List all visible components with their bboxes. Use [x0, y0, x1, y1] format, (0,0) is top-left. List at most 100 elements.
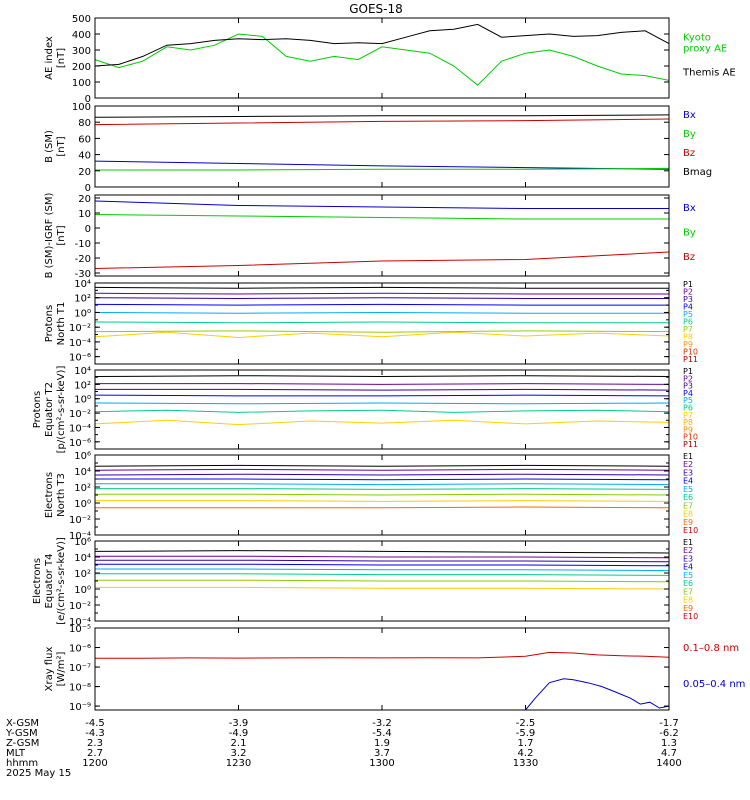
x-tick-value: 2.1 — [231, 738, 247, 749]
y-axis-label: Equator T2 — [44, 382, 55, 437]
series-line-6-7 — [95, 493, 670, 496]
x-tick-value: -3.9 — [229, 718, 249, 729]
y-tick-label: 10⁻⁶ — [69, 644, 91, 655]
x-tick-value: -5.9 — [516, 728, 536, 739]
x-tick-value: 2.7 — [87, 748, 103, 759]
legend-label: E2 — [683, 546, 693, 555]
y-tick-label: 300 — [72, 46, 91, 57]
legend-label: P9 — [683, 425, 693, 434]
y-tick-label: 10⁻⁷ — [69, 663, 91, 674]
series-line-4-5 — [94, 311, 669, 314]
y-tick-label: 10⁴ — [74, 366, 91, 377]
y-axis-label: AE index — [44, 36, 55, 80]
series-line-2-4 — [94, 114, 670, 118]
y-tick-label: 10⁻⁶ — [69, 438, 91, 449]
legend-label: P11 — [683, 355, 698, 364]
y-axis-label: [e/(cm²-s-sr-keV)] — [56, 537, 67, 625]
legend-label: Kyoto — [683, 33, 711, 44]
y-tick-label: 10⁻² — [69, 409, 91, 420]
y-tick-label: 80 — [78, 118, 91, 129]
y-axis-label: B (SM)-IGRF (SM) — [44, 193, 55, 279]
series-line-6-6 — [95, 488, 670, 490]
y-tick-label: 20 — [78, 194, 91, 205]
legend-label: Bz — [683, 252, 695, 263]
panel-frame — [94, 627, 670, 711]
y-tick-label: 10⁴ — [74, 553, 91, 564]
legend-label: E7 — [683, 587, 693, 596]
series-line-7-5 — [95, 568, 670, 572]
y-axis-label: North T1 — [56, 302, 67, 346]
legend-label: P4 — [683, 303, 693, 312]
y-tick-label: 20 — [78, 167, 91, 178]
x-tick-value: 1230 — [226, 758, 251, 769]
y-tick-label: -30 — [75, 269, 91, 280]
series-line-3-1 — [94, 200, 669, 209]
legend-label: E4 — [683, 563, 693, 572]
series-line-6-8 — [95, 500, 670, 502]
legend-label: E2 — [683, 460, 693, 469]
x-row-label: MLT — [6, 748, 26, 759]
legend-label: P8 — [683, 418, 693, 427]
legend-label: By — [683, 228, 696, 239]
panel-3: -30 -20 -10 0 10 20 B (SM)-IGRF (SM) [nT] Bx By Bz — [44, 193, 696, 280]
series-line-6-9 — [95, 506, 670, 509]
series-line-7-1 — [94, 550, 670, 554]
x-row-label: X-GSM — [6, 718, 39, 729]
legend-label: E8 — [683, 510, 693, 519]
series-line-5-5 — [94, 402, 670, 405]
x-tick-value: -4.9 — [229, 728, 249, 739]
legend-label: P7 — [683, 411, 693, 420]
x-tick-value: 4.2 — [518, 748, 534, 759]
legend-label: P6 — [683, 318, 693, 327]
y-tick-label: 10⁻⁸ — [69, 683, 91, 694]
y-tick-label: 10⁻⁵ — [69, 624, 91, 635]
y-axis-label: [nT] — [56, 136, 67, 156]
x-tick-value: -3.2 — [372, 718, 392, 729]
y-tick-label: 10² — [74, 294, 91, 305]
legend-label: 0.05–0.4 nm — [683, 679, 745, 690]
x-tick-value: 1300 — [369, 758, 394, 769]
x-row-label: hhmm — [6, 758, 38, 769]
x-tick-value: 1200 — [82, 758, 107, 769]
y-tick-label: -10 — [75, 239, 91, 250]
legend-label: P11 — [683, 440, 698, 449]
legend-label: E3 — [683, 554, 693, 563]
panel-4: 10⁻⁶ 10⁻⁴ 10⁻² 10⁰ 10² 10⁴ Protons North T1 P1P2… — [44, 279, 698, 365]
figure-title: GOES-18 — [349, 2, 403, 16]
y-tick-label: 100 — [72, 102, 91, 113]
legend-label: P7 — [683, 325, 693, 334]
y-tick-label: 40 — [78, 151, 91, 162]
legend-label: E1 — [683, 452, 693, 461]
x-tick-value: -4.3 — [85, 728, 105, 739]
x-tick-value: -5.4 — [372, 728, 392, 739]
x-tick-value: 2.3 — [87, 738, 103, 749]
legend-label: Bmag — [683, 167, 712, 178]
legend-label: E3 — [683, 468, 693, 477]
y-axis-label: Electrons — [44, 472, 55, 518]
series-line-6-5 — [95, 483, 670, 486]
legend-label: proxy AE — [683, 44, 727, 55]
legend-label: E1 — [683, 538, 693, 547]
series-line-4-2 — [94, 292, 669, 295]
legend-label: Bx — [683, 203, 696, 214]
y-tick-label: 10⁻⁹ — [69, 702, 91, 713]
y-tick-label: 10⁻⁶ — [69, 353, 91, 364]
series-line-2-1 — [94, 160, 670, 170]
legend-label: E9 — [683, 604, 693, 613]
series-line-7-2 — [95, 555, 670, 559]
y-axis-label: [nT] — [56, 48, 67, 68]
y-tick-label: 10⁰ — [74, 499, 91, 510]
series-line-2-3 — [94, 118, 670, 126]
series-line-7-4 — [95, 563, 670, 567]
series-line-1-1 — [94, 33, 670, 86]
y-axis-label: [p/(cm²-s-sr-keV)] — [56, 366, 67, 454]
y-tick-label: 10⁴ — [74, 279, 91, 290]
y-tick-label: 10⁻² — [69, 323, 91, 334]
legend-label: P4 — [683, 389, 693, 398]
series-line-5-3 — [95, 388, 670, 391]
x-tick-value: 1400 — [656, 758, 681, 769]
legend-label: E6 — [683, 493, 693, 502]
